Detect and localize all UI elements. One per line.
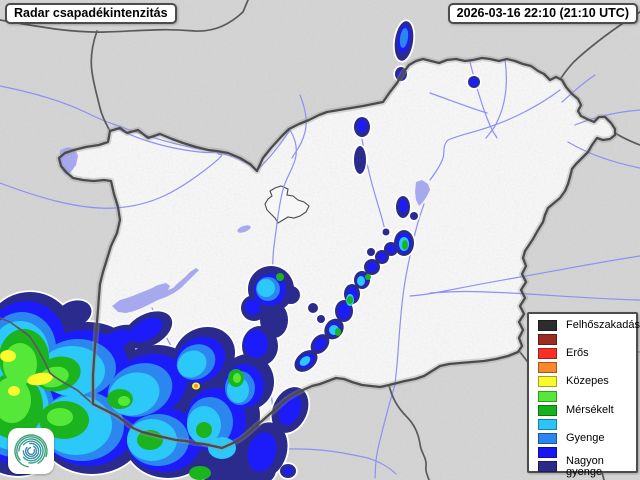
legend-label: Közepes	[566, 375, 609, 388]
legend-row: Gyenge	[538, 432, 636, 446]
legend-row	[538, 446, 636, 460]
intensity-legend: Felhőszakadás Erős Közepes Mérsékelt	[527, 312, 640, 477]
lake-tisza	[415, 180, 430, 206]
river-ne-3	[429, 92, 488, 114]
border-ua-ro	[614, 132, 640, 146]
river-danube-nw	[0, 85, 114, 125]
river-koros-2	[429, 290, 640, 301]
border-cz-at	[0, 0, 249, 33]
river-tisza-upper	[429, 89, 561, 181]
spiral-logo-icon	[14, 434, 48, 468]
legend-label: Felhőszakadás	[566, 318, 640, 331]
legend-row: Felhőszakadás	[538, 318, 640, 332]
river-mosoni	[115, 127, 219, 154]
legend-swatch	[538, 447, 557, 459]
legend-swatch	[538, 404, 557, 416]
legend-row: Nagyon gyenge	[538, 455, 636, 477]
radar-yellow-layer	[0, 350, 200, 396]
river-ne-1	[574, 109, 640, 126]
hungary-border	[57, 56, 617, 450]
legend-row	[538, 361, 636, 375]
legend-swatch	[538, 376, 557, 388]
river-bodrog	[561, 74, 596, 103]
lake-balaton	[112, 268, 199, 313]
lake-velence	[237, 225, 251, 233]
legend-row: Erős	[538, 346, 636, 360]
border-sk-ua	[560, 11, 640, 79]
legend-row	[538, 332, 636, 346]
border-hr-rs	[388, 384, 430, 480]
river-ipoly	[291, 94, 307, 159]
legend-swatch	[538, 461, 557, 473]
timestamp-box: 2026-03-16 22:10 (21:10 UTC)	[447, 3, 638, 24]
budapest-outline	[264, 185, 310, 224]
legend-swatch	[538, 418, 557, 430]
river-hernad	[485, 59, 507, 139]
legend-row	[538, 389, 636, 403]
legend-swatch	[538, 319, 557, 331]
legend-swatch	[538, 362, 557, 374]
legend-label: Mérsékelt	[566, 403, 614, 416]
border-si-hr	[0, 317, 94, 405]
legend-row: Közepes	[538, 375, 636, 389]
river-ne-2	[567, 141, 640, 169]
legend-label: Erős	[566, 346, 589, 359]
weather-service-logo	[8, 428, 54, 474]
river-raba	[0, 151, 223, 209]
legend-swatch	[538, 333, 557, 345]
legend-label: Gyenge	[566, 432, 605, 445]
legend-row	[538, 417, 636, 431]
legend-swatch	[538, 433, 557, 445]
legend-row: Mérsékelt	[538, 403, 636, 417]
border-at-sk	[90, 30, 111, 132]
legend-label: Nagyon gyenge	[566, 454, 604, 478]
legend-swatch	[538, 347, 557, 359]
map-title: Radar csapadékintenzitás	[14, 6, 168, 20]
radar-orange-layer	[194, 384, 198, 388]
map-title-box: Radar csapadékintenzitás	[5, 3, 177, 24]
timestamp: 2026-03-16 22:10 (21:10 UTC)	[456, 6, 629, 20]
legend-swatch	[538, 390, 557, 402]
